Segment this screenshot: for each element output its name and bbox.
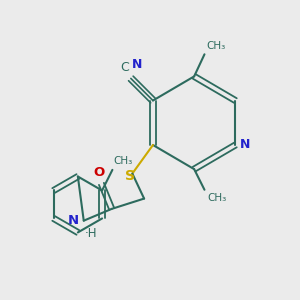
Text: CH₃: CH₃ xyxy=(207,193,227,203)
Text: C: C xyxy=(121,61,129,74)
Text: O: O xyxy=(93,167,105,179)
Text: N: N xyxy=(240,139,250,152)
Text: N: N xyxy=(67,214,79,227)
Text: CH₃: CH₃ xyxy=(114,156,133,166)
Text: CH₃: CH₃ xyxy=(206,41,225,51)
Text: S: S xyxy=(125,169,135,183)
Text: N: N xyxy=(132,58,142,71)
Text: ·H: ·H xyxy=(85,227,98,240)
